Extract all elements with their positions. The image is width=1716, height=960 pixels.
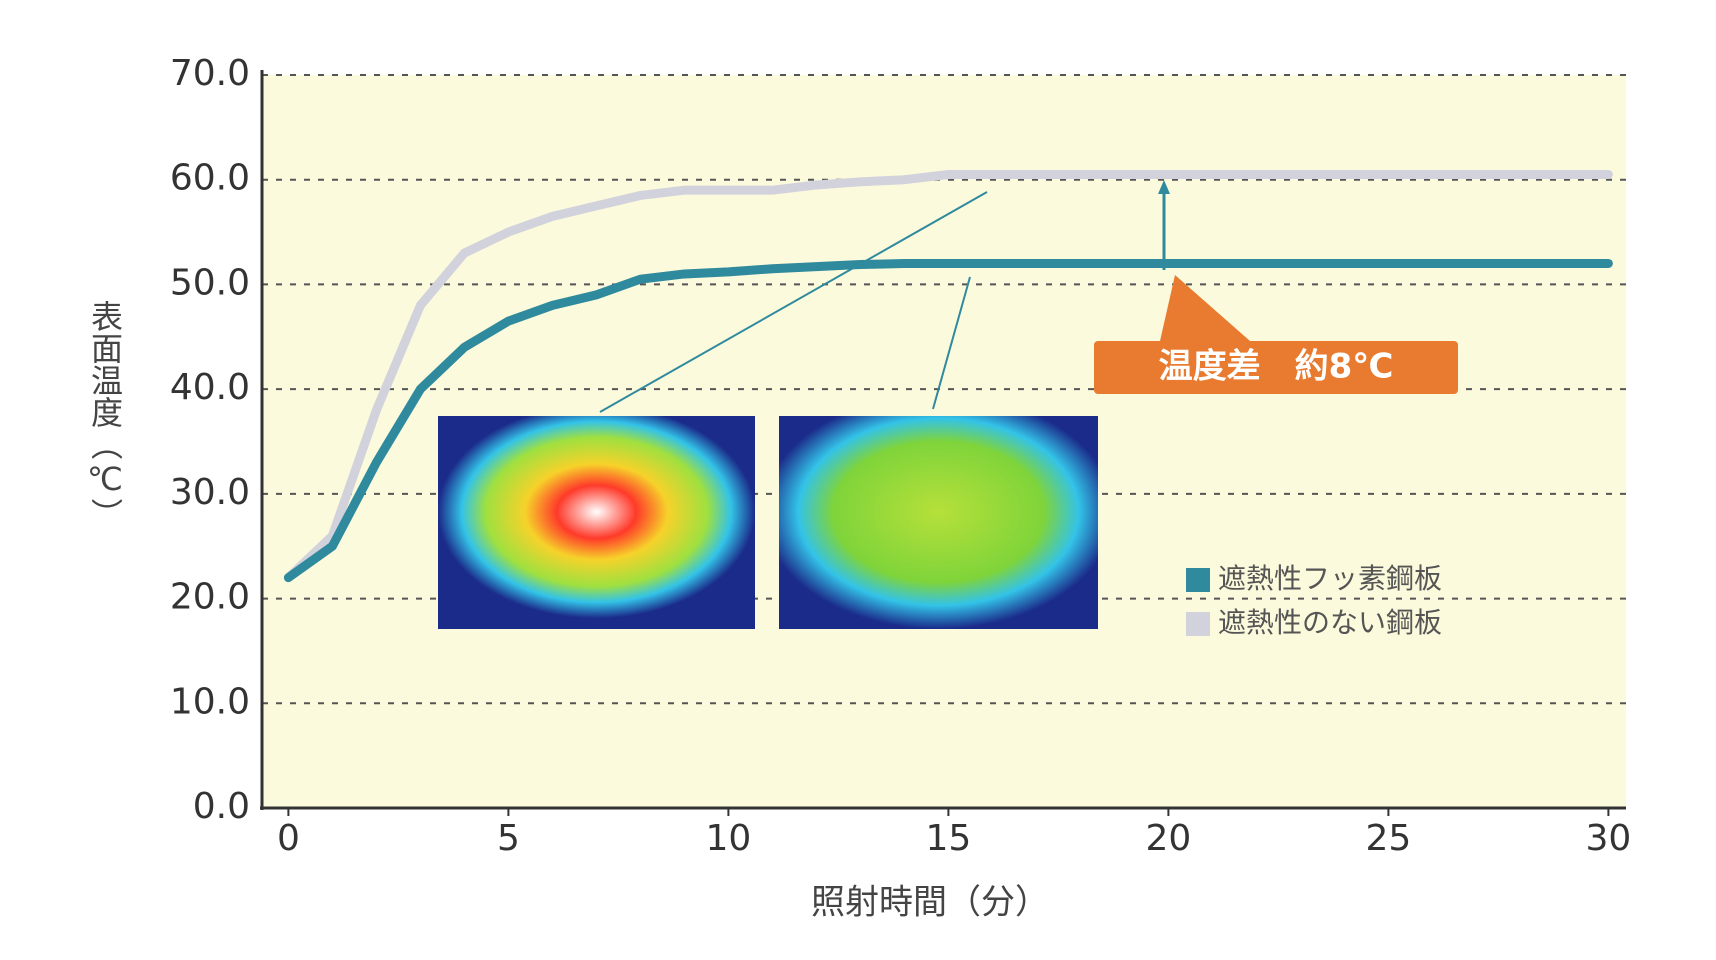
y-tick-label: 40.0 [170,367,250,408]
legend-label: 遮熱性のない鋼板 [1218,606,1442,639]
leader-line [599,191,988,413]
y-tick-label: 0.0 [193,786,250,827]
y-tick-label: 70.0 [170,53,250,94]
x-tick-label: 0 [277,818,300,859]
y-tick-label: 50.0 [170,262,250,303]
y-axis-label: 表面温度（℃） [86,300,124,530]
annotation: 温度差 約8℃ [1159,347,1394,387]
x-tick-label: 5 [497,818,520,859]
y-tick-label: 10.0 [170,681,250,722]
series-line [283,169,1613,583]
series-line [283,258,1613,583]
lines [283,169,1613,583]
y-tick-label: 20.0 [170,577,250,618]
x-tick-label: 30 [1585,818,1631,859]
x-tick-label: 15 [925,818,971,859]
thermal-image [779,416,1098,629]
x-tick-label: 20 [1145,818,1191,859]
legend-swatch [1186,568,1210,592]
legend-label: 遮熱性フッ素鋼板 [1218,562,1442,595]
x-axis-label: 照射時間（分） [811,883,1049,923]
arrowhead [1158,180,1170,194]
callout-pointer [1160,275,1250,341]
y-tick-label: 60.0 [170,158,250,199]
legend-swatch [1186,612,1210,636]
leader-line [932,276,971,410]
annotation-box [1094,341,1458,394]
x-tick-label: 10 [705,818,751,859]
thermal-image [438,416,755,629]
y-tick-label: 30.0 [170,472,250,513]
x-tick-label: 25 [1365,818,1411,859]
